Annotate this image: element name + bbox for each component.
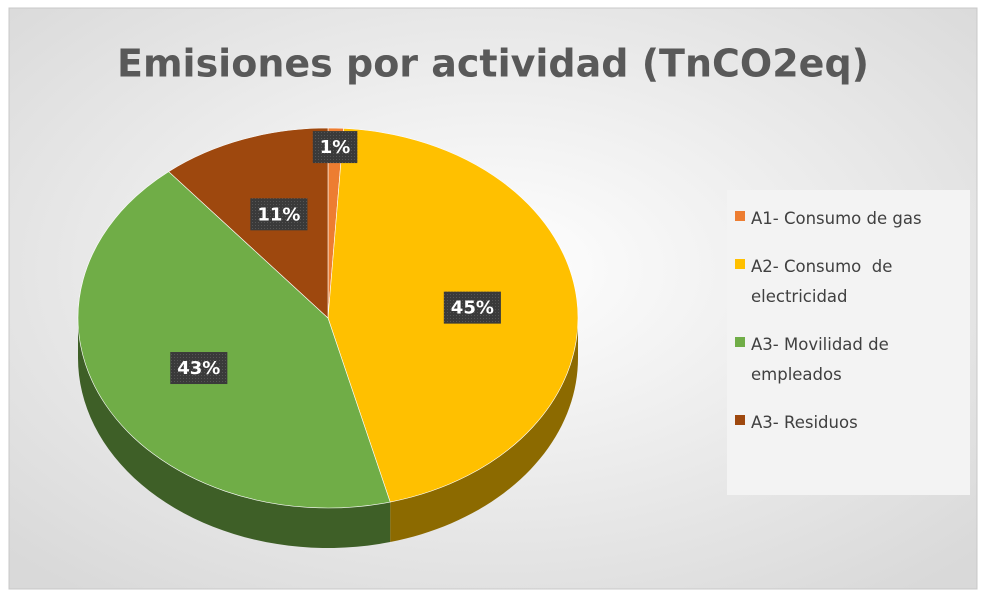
legend-entry: A2- Consumo de electricidad — [735, 252, 970, 312]
legend-label: A3- Residuos — [751, 413, 858, 432]
data-label-box — [250, 198, 308, 231]
slice-side — [390, 318, 578, 543]
data-label-box — [312, 131, 358, 164]
chart-title: Emisiones por actividad (TnCO2eq) — [117, 42, 869, 86]
legend-label: A3- Movilidad de empleados — [751, 335, 895, 384]
legend-label: A2- Consumo de electricidad — [751, 257, 898, 306]
data-label-group: 11% — [250, 198, 308, 231]
data-label: 43% — [177, 358, 220, 379]
data-label: 45% — [451, 298, 494, 319]
slice-side — [78, 318, 391, 548]
legend-swatch — [735, 337, 745, 347]
legend-swatch — [735, 211, 745, 221]
data-label-box — [443, 291, 501, 324]
data-label: 1% — [320, 137, 351, 158]
data-label: 11% — [257, 204, 300, 225]
legend-entry: A3- Movilidad de empleados — [735, 330, 970, 390]
legend: A1- Consumo de gas A2- Consumo de electri… — [727, 190, 970, 495]
slice — [168, 127, 329, 319]
data-label-box — [170, 352, 228, 385]
legend-swatch — [735, 415, 745, 425]
legend-swatch — [735, 259, 745, 269]
data-label-group: 1% — [312, 131, 358, 164]
data-label-group: 43% — [170, 352, 228, 385]
legend-label: A1- Consumo de gas — [751, 209, 922, 228]
data-label-group: 45% — [443, 291, 501, 324]
legend-entry: A1- Consumo de gas — [735, 204, 970, 234]
slice — [77, 171, 391, 509]
legend-entry: A3- Residuos — [735, 408, 970, 438]
